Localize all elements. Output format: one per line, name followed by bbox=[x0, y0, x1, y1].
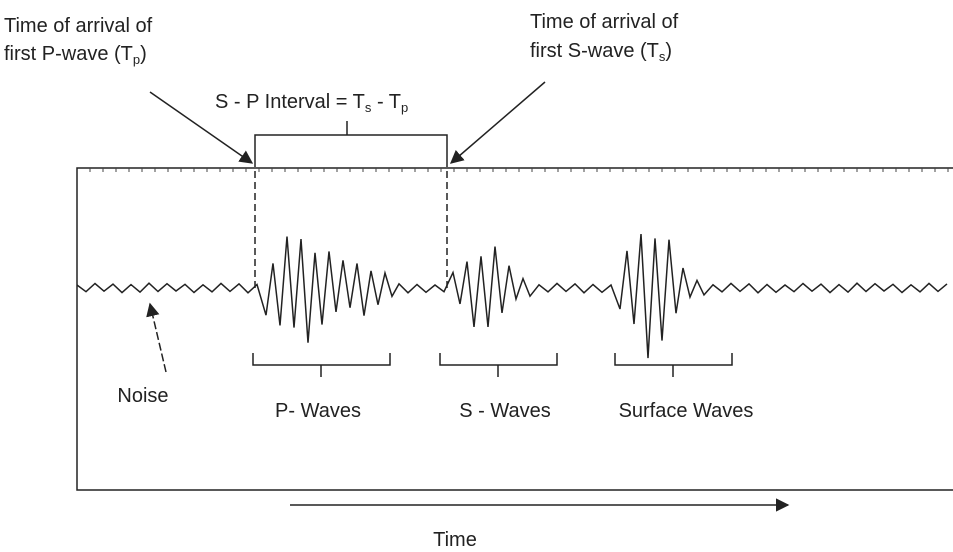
s-arrival-label: Time of arrival of bbox=[530, 11, 679, 33]
text: S - P Interval = T bbox=[215, 91, 365, 113]
text: - T bbox=[371, 91, 401, 113]
text: ) bbox=[140, 43, 147, 65]
noise-arrow bbox=[146, 302, 167, 373]
surface-bracket bbox=[614, 353, 733, 377]
noise-label: Noise bbox=[117, 385, 168, 407]
s-arrival-label: first S-wave (Ts) bbox=[530, 40, 672, 64]
time-label: Time bbox=[433, 529, 477, 551]
interval-label: S - P Interval = Ts - Tp bbox=[215, 91, 408, 115]
text: first S-wave (T bbox=[530, 40, 659, 62]
p-waves-label: P- Waves bbox=[275, 400, 361, 422]
surface-waves-label: Surface Waves bbox=[619, 400, 754, 422]
text: first P-wave (T bbox=[4, 43, 133, 65]
seismic-wave bbox=[76, 233, 948, 359]
frame-ticks bbox=[89, 168, 949, 172]
s-bracket bbox=[439, 353, 558, 377]
interval-bracket bbox=[254, 121, 448, 160]
frame bbox=[76, 167, 953, 491]
s-waves-label: S - Waves bbox=[459, 400, 551, 422]
p-arrival-label: Time of arrival of bbox=[4, 15, 153, 37]
p-arrow bbox=[149, 91, 254, 164]
text: ) bbox=[665, 40, 672, 62]
p-arrival-label: first P-wave (Tp) bbox=[4, 43, 147, 67]
subscript: p bbox=[401, 100, 408, 115]
subscript: p bbox=[133, 52, 140, 67]
subscript: s bbox=[365, 100, 372, 115]
p-bracket bbox=[252, 353, 391, 377]
subscript: s bbox=[659, 49, 666, 64]
s-arrow bbox=[449, 81, 546, 164]
